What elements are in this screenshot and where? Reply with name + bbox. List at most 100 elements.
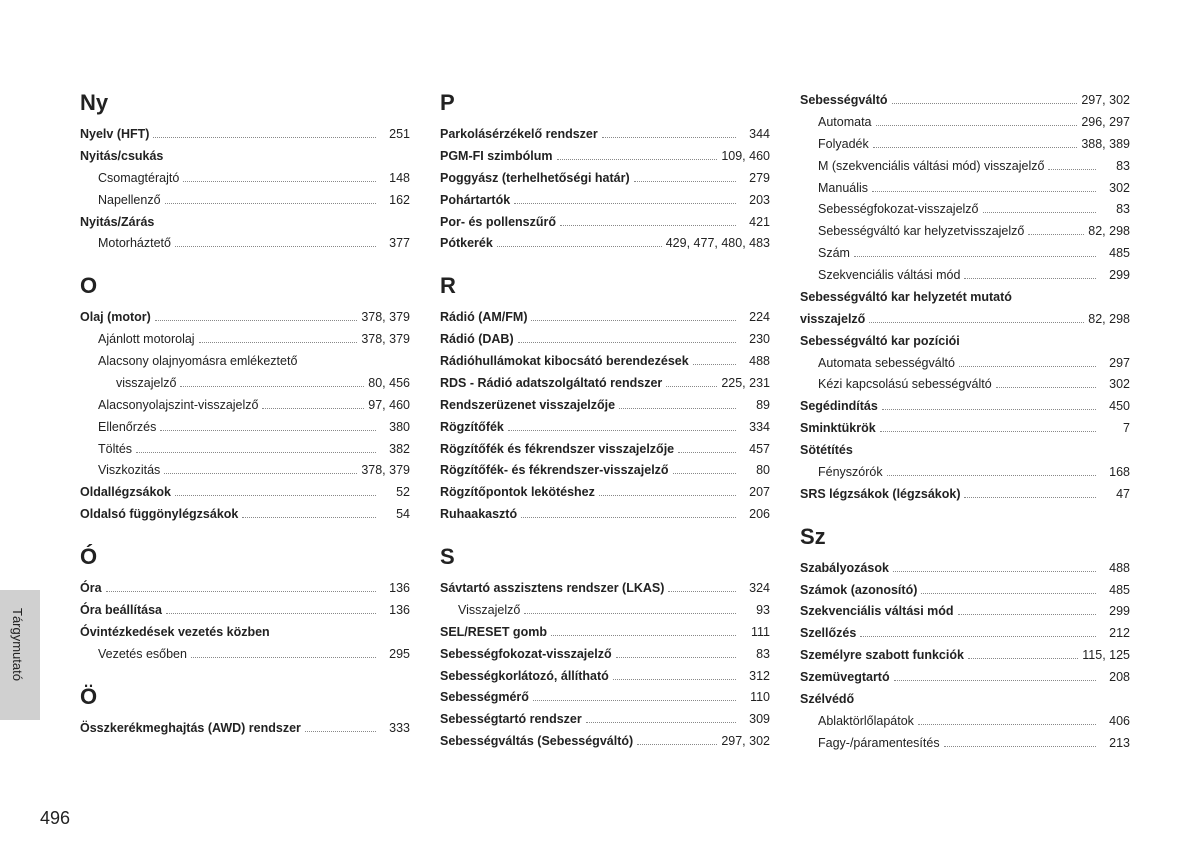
leader-dots bbox=[599, 495, 736, 496]
index-entry: Oldallégzsákok52 bbox=[80, 482, 410, 504]
leader-dots bbox=[305, 731, 376, 732]
index-entry: Nyitás/csukás bbox=[80, 146, 410, 168]
index-entry: Sebességváltás (Sebességváltó)297, 302 bbox=[440, 731, 770, 753]
index-entry: Olaj (motor)378, 379 bbox=[80, 307, 410, 329]
entry-pages: 334 bbox=[740, 417, 770, 439]
entry-label: Por- és pollenszűrő bbox=[440, 212, 556, 234]
leader-dots bbox=[869, 322, 1084, 323]
entry-pages: 224 bbox=[740, 307, 770, 329]
index-entry: Manuális302 bbox=[800, 178, 1130, 200]
index-entry: Alacsonyolajszint-visszajelző97, 460 bbox=[80, 395, 410, 417]
index-entry: Ruhaakasztó206 bbox=[440, 504, 770, 526]
leader-dots bbox=[959, 366, 1096, 367]
index-entry: Nyelv (HFT)251 bbox=[80, 124, 410, 146]
index-entry: Rendszerüzenet visszajelzője89 bbox=[440, 395, 770, 417]
entry-label: Óra bbox=[80, 578, 102, 600]
leader-dots bbox=[983, 212, 1097, 213]
leader-dots bbox=[164, 473, 357, 474]
entry-label: Kézi kapcsolású sebességváltó bbox=[818, 374, 992, 396]
leader-dots bbox=[666, 386, 717, 387]
entry-pages: 83 bbox=[740, 644, 770, 666]
leader-dots bbox=[183, 181, 376, 182]
leader-dots bbox=[921, 593, 1096, 594]
index-entry: Sávtartó asszisztens rendszer (LKAS)324 bbox=[440, 578, 770, 600]
leader-dots bbox=[1028, 234, 1084, 235]
section-letter: P bbox=[440, 90, 770, 116]
index-entry: Fagy-/páramentesítés213 bbox=[800, 733, 1130, 755]
entry-pages: 207 bbox=[740, 482, 770, 504]
leader-dots bbox=[619, 408, 736, 409]
entry-label: Sebességváltó kar helyzetét mutató bbox=[800, 287, 1012, 309]
entry-label: Rádió (DAB) bbox=[440, 329, 514, 351]
entry-label: SRS légzsákok (légzsákok) bbox=[800, 484, 960, 506]
entry-label: visszajelző bbox=[800, 309, 865, 331]
entry-label: Nyitás/csukás bbox=[80, 146, 163, 168]
entry-pages: 485 bbox=[1100, 580, 1130, 602]
entry-label: Alacsonyolajszint-visszajelző bbox=[98, 395, 258, 417]
index-entry: Szám485 bbox=[800, 243, 1130, 265]
leader-dots bbox=[964, 278, 1096, 279]
entry-label: Segédindítás bbox=[800, 396, 878, 418]
index-entry: Alacsony olajnyomásra emlékeztető bbox=[80, 351, 410, 373]
entry-label: Rádió (AM/FM) bbox=[440, 307, 527, 329]
index-entry: visszajelző82, 298 bbox=[800, 309, 1130, 331]
entry-pages: 333 bbox=[380, 718, 410, 740]
index-entry: Pohártartók203 bbox=[440, 190, 770, 212]
entry-label: Rögzítőfék bbox=[440, 417, 504, 439]
entry-label: Szellőzés bbox=[800, 623, 856, 645]
entry-pages: 378, 379 bbox=[361, 460, 410, 482]
side-label: Tárgymutató bbox=[10, 608, 25, 681]
index-entry: Sminktükrök7 bbox=[800, 418, 1130, 440]
index-entry: PGM-FI szimbólum109, 460 bbox=[440, 146, 770, 168]
entry-pages: 406 bbox=[1100, 711, 1130, 733]
entry-pages: 380 bbox=[380, 417, 410, 439]
index-entry: Automata sebességváltó297 bbox=[800, 353, 1130, 375]
index-entry: Oldalsó függönylégzsákok54 bbox=[80, 504, 410, 526]
section-letter: Sz bbox=[800, 524, 1130, 550]
index-entry: Sebességkorlátozó, állítható312 bbox=[440, 666, 770, 688]
entry-pages: 208 bbox=[1100, 667, 1130, 689]
index-entry: Visszajelző93 bbox=[440, 600, 770, 622]
entry-pages: 54 bbox=[380, 504, 410, 526]
entry-label: Vezetés esőben bbox=[98, 644, 187, 666]
index-entry: Sebességváltó297, 302 bbox=[800, 90, 1130, 112]
index-entry: Személyre szabott funkciók115, 125 bbox=[800, 645, 1130, 667]
leader-dots bbox=[199, 342, 358, 343]
leader-dots bbox=[497, 246, 662, 247]
entry-label: Manuális bbox=[818, 178, 868, 200]
index-entry: Sebességtartó rendszer309 bbox=[440, 709, 770, 731]
entry-pages: 93 bbox=[740, 600, 770, 622]
entry-pages: 421 bbox=[740, 212, 770, 234]
entry-label: Sötétítés bbox=[800, 440, 853, 462]
entry-label: Csomagtérajtó bbox=[98, 168, 179, 190]
leader-dots bbox=[892, 103, 1078, 104]
entry-pages: 52 bbox=[380, 482, 410, 504]
index-entry: Csomagtérajtó 148 bbox=[80, 168, 410, 190]
entry-label: Rádióhullámokat kibocsátó berendezések bbox=[440, 351, 689, 373]
leader-dots bbox=[191, 657, 376, 658]
index-entry: Folyadék388, 389 bbox=[800, 134, 1130, 156]
entry-pages: 148 bbox=[380, 168, 410, 190]
index-entry: Sebességfokozat-visszajelző83 bbox=[800, 199, 1130, 221]
leader-dots bbox=[887, 475, 1096, 476]
entry-pages: 47 bbox=[1100, 484, 1130, 506]
index-entry: Por- és pollenszűrő 421 bbox=[440, 212, 770, 234]
leader-dots bbox=[180, 386, 364, 387]
entry-label: PGM-FI szimbólum bbox=[440, 146, 553, 168]
leader-dots bbox=[873, 147, 1078, 148]
leader-dots bbox=[551, 635, 736, 636]
entry-label: Ablaktörlőlapátok bbox=[818, 711, 914, 733]
index-entry: Napellenző162 bbox=[80, 190, 410, 212]
index-entry: Segédindítás450 bbox=[800, 396, 1130, 418]
index-entry: Szélvédő bbox=[800, 689, 1130, 711]
index-entry: Rádió (DAB)230 bbox=[440, 329, 770, 351]
index-entry: Óra beállítása136 bbox=[80, 600, 410, 622]
entry-pages: 162 bbox=[380, 190, 410, 212]
index-entry: Sebességváltó kar pozíciói bbox=[800, 331, 1130, 353]
entry-label: Sminktükrök bbox=[800, 418, 876, 440]
index-entry: Óra136 bbox=[80, 578, 410, 600]
entry-label: Óvintézkedések vezetés közben bbox=[80, 622, 270, 644]
leader-dots bbox=[894, 680, 1096, 681]
leader-dots bbox=[613, 679, 736, 680]
entry-label: Sebességváltás (Sebességváltó) bbox=[440, 731, 633, 753]
